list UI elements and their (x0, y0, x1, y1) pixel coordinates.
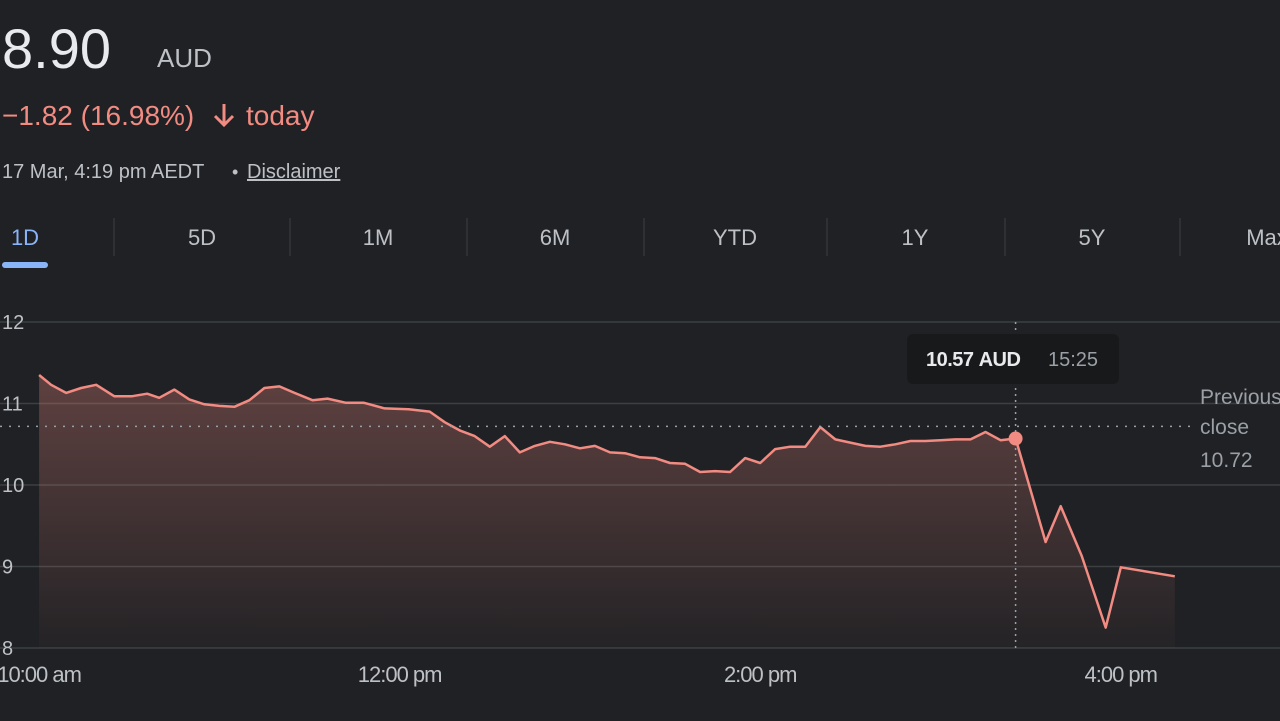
price-line (38, 374, 1176, 629)
tooltip-number: 10.57 (926, 349, 974, 371)
tooltip-time: 15:25 (1048, 349, 1098, 371)
separator: • (232, 162, 238, 182)
change: −1.82 (16.98%) (2, 100, 194, 131)
y-tick-label: 11 (2, 394, 23, 416)
timestamp: 17 Mar, 4:19 pm AEDT (2, 161, 204, 183)
currency: AUD (157, 43, 212, 73)
y-tick-label: 10 (2, 475, 24, 497)
hover-dot (1008, 431, 1023, 446)
disclaimer-link[interactable]: Disclaimer (247, 161, 341, 183)
tooltip-unit: AUD (979, 349, 1021, 371)
tab[interactable]: 5D (188, 225, 216, 250)
tab[interactable]: YTD (713, 225, 757, 250)
area-fill (39, 375, 1175, 648)
x-tick-label: 10:00 am (0, 662, 81, 687)
y-tick-label: 12 (2, 312, 24, 334)
tooltip-box (907, 334, 1119, 384)
tab[interactable]: 1D (11, 225, 39, 250)
previous-close-value: 10.72 (1200, 449, 1253, 472)
previous-close-label: Previous close (1200, 386, 1280, 439)
tab[interactable]: 6M (540, 225, 571, 250)
x-tick-label: 12:00 pm (358, 662, 442, 687)
tab[interactable]: 1Y (902, 225, 929, 250)
y-tick-label: 8 (2, 638, 13, 660)
price: 8.90 (2, 17, 111, 80)
active-tab-indicator (2, 262, 48, 268)
label-line: Previous (1200, 386, 1280, 409)
x-tick-label: 4:00 pm (1085, 662, 1158, 687)
tab[interactable]: 5Y (1079, 225, 1106, 250)
down-arrow (213, 104, 235, 128)
tab[interactable]: Max (1246, 225, 1280, 250)
y-tick-label: 9 (2, 557, 13, 579)
label-line: close (1200, 416, 1249, 439)
tooltip-value: 10.57 AUD (926, 349, 1020, 371)
tab[interactable]: 1M (363, 225, 394, 250)
x-tick-label: 2:00 pm (724, 662, 797, 687)
change-suffix: today (246, 100, 315, 131)
